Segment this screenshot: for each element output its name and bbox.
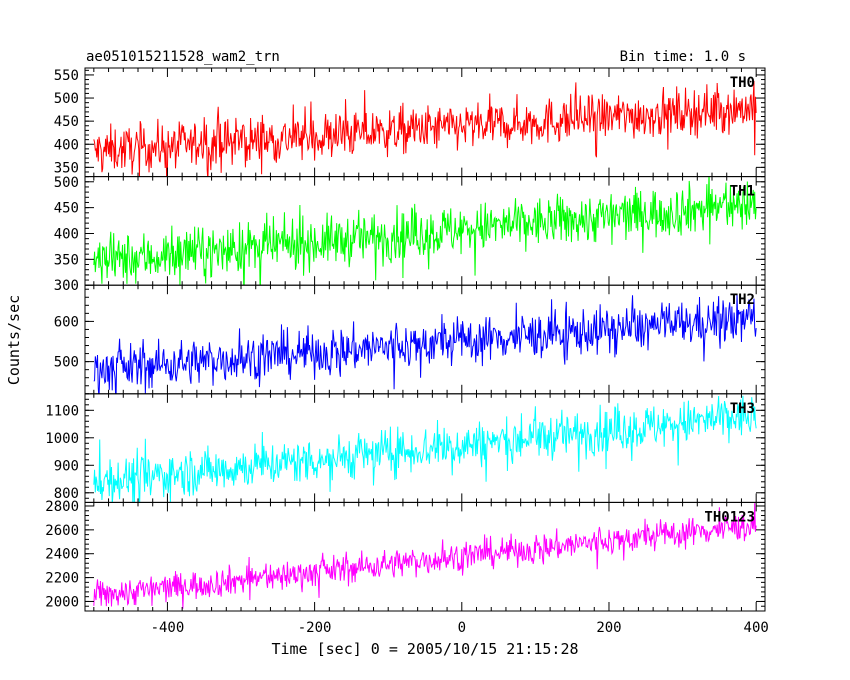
y-tick-label: 1100 [45,403,79,419]
panel-th3: 800 900 1000 1100 TH3 [45,393,766,503]
x-tick-label: 0 [458,620,466,636]
panel-frame [84,176,766,286]
y-tick-label: 450 [54,201,79,217]
x-tick-label: 400 [744,620,769,636]
y-tick-label: 600 [54,314,79,330]
series-line-th3 [93,395,757,503]
panel-th0: 350 400 450 500 550 TH0 [54,67,766,178]
y-tick-label: 450 [54,114,79,130]
series-line-th1 [93,176,757,286]
panel-label-th1: TH1 [730,184,755,200]
y-tick-label: 300 [54,278,79,294]
panel-label-th3: TH3 [730,401,755,417]
x-axis: -400 -200 0 200 400 [151,620,769,636]
series-line-th0 [93,80,757,177]
y-tick-label: 350 [54,160,79,176]
series-line-th0123 [93,503,757,609]
y-tick-label: 350 [54,252,79,268]
y-tick-label: 400 [54,137,79,153]
y-tick-label: 900 [54,458,79,474]
y-tick-label: 500 [54,91,79,107]
y-tick-label: 800 [54,486,79,502]
y-tick-label: 2200 [45,571,79,587]
y-axis-title: Counts/sec [5,295,23,385]
x-tick-label: -400 [151,620,185,636]
y-tick-label: 2000 [45,594,79,610]
panel-th1: 300 350 400 450 500 TH1 [54,175,766,294]
x-axis-title: Time [sec] 0 = 2005/10/15 21:15:28 [271,640,578,658]
series-line-th2 [93,294,757,394]
bin-time-label: Bin time: 1.0 s [620,49,746,65]
panel-label-th0123: TH0123 [704,509,755,525]
y-tick-label: 2400 [45,547,79,563]
y-tick-label: 500 [54,355,79,371]
panel-th2: 500 600 TH2 [54,284,766,395]
y-tick-label: 550 [54,68,79,84]
x-tick-label: -200 [298,620,332,636]
y-tick-label: 500 [54,175,79,191]
y-tick-label: 2800 [45,499,79,515]
panels-group: 350 400 450 500 550 TH0 300 350 400 450 500 TH1 500 6… [45,67,766,612]
panel-th0123: 2000 2200 2400 2600 2800 TH0123 [45,499,766,612]
chart-title: ae051015211528_wam2_trn [86,49,280,65]
panel-label-th2: TH2 [730,292,755,308]
panel-label-th0: TH0 [730,75,755,91]
y-tick-label: 2600 [45,523,79,539]
y-tick-label: 400 [54,226,79,242]
panel-frame [84,501,766,612]
x-tick-label: 200 [596,620,621,636]
y-tick-label: 1000 [45,431,79,447]
